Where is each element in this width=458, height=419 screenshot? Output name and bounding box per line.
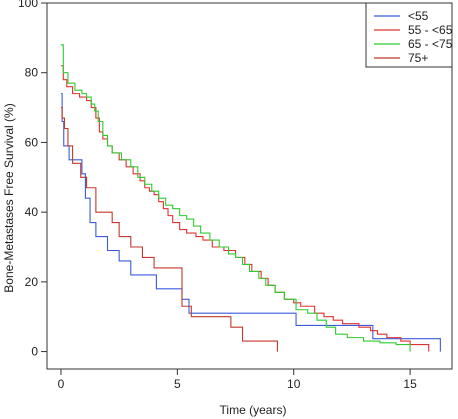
- series-line-0: [60, 93, 441, 352]
- x-tick-label: 5: [174, 377, 181, 391]
- plot-frame: [46, 2, 453, 370]
- x-tick-label: 15: [403, 377, 417, 391]
- series-lines: [60, 44, 441, 352]
- y-tick-label: 100: [18, 0, 38, 10]
- axes: 0 20 40 60 80 100 0 5 10 15: [18, 0, 417, 391]
- y-tick-label: 60: [25, 135, 39, 149]
- x-axis-title: Time (years): [220, 403, 287, 417]
- legend-label: <55: [408, 9, 429, 23]
- x-tick-label: 10: [287, 377, 301, 391]
- legend-label: 55 - <65: [408, 23, 453, 37]
- series-line-2: [60, 44, 411, 352]
- y-tick-label: 20: [25, 275, 39, 289]
- legend-box: [365, 2, 453, 68]
- y-axis-title: Bone-Metastases Free Survival (%): [2, 103, 16, 292]
- series-line-1: [60, 65, 430, 352]
- y-tick-label: 80: [25, 66, 39, 80]
- legend-label: 75+: [408, 51, 428, 65]
- series-line-3: [60, 107, 278, 352]
- y-tick-label: 40: [25, 205, 39, 219]
- legend-label: 65 - <75: [408, 37, 453, 51]
- y-tick-label: 0: [31, 345, 38, 359]
- plot-border: [46, 2, 453, 370]
- x-tick-label: 0: [58, 377, 65, 391]
